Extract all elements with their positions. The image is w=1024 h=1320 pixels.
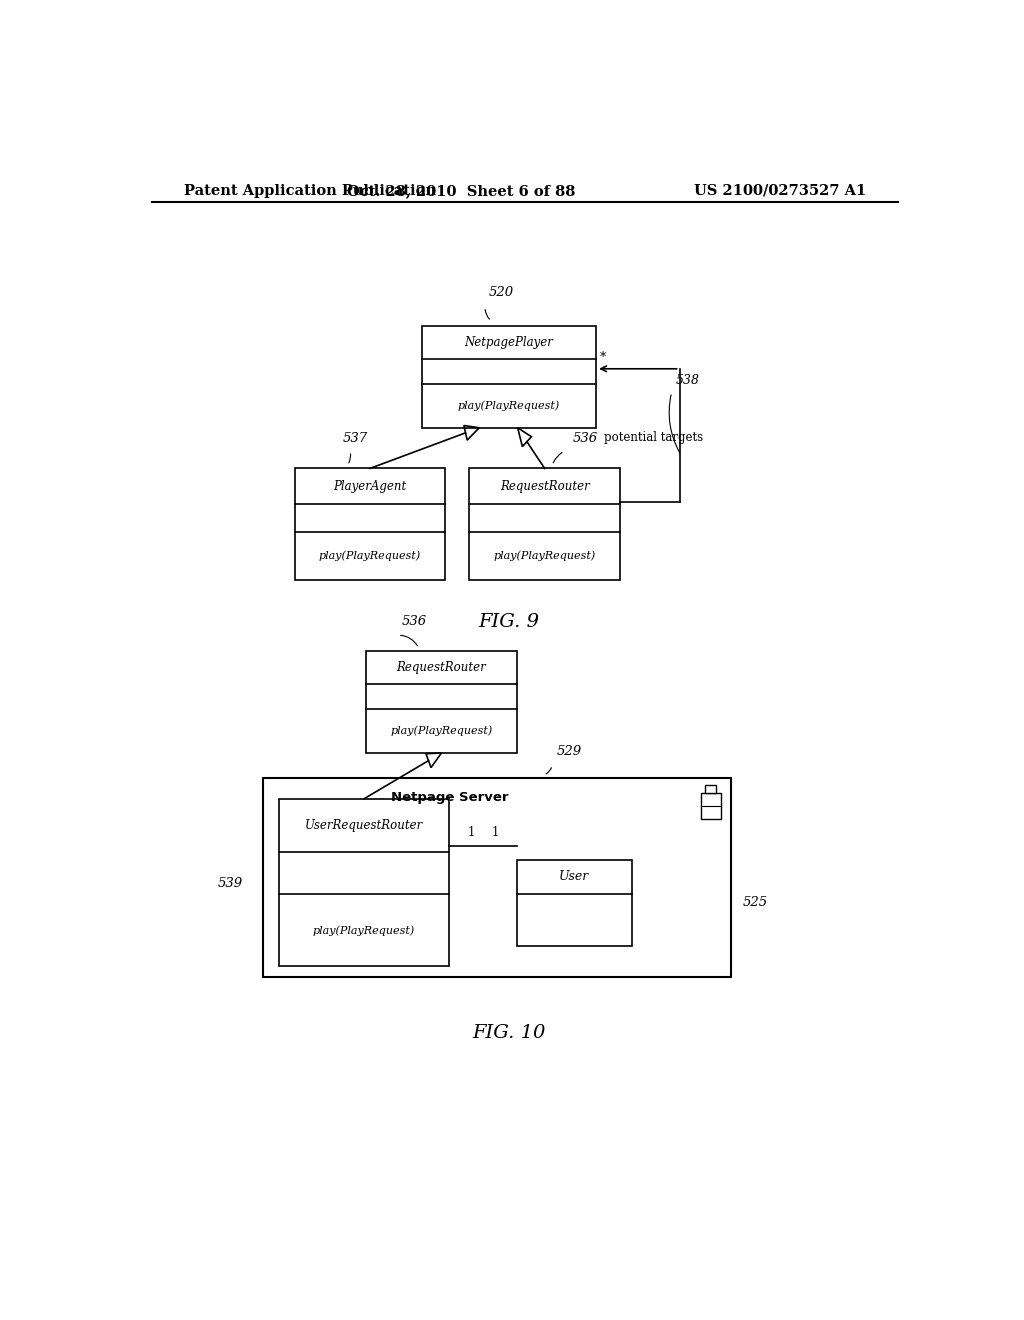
Text: 525: 525 [743,896,768,909]
Bar [517,859,632,946]
Text: 538: 538 [676,374,699,387]
Text: 536: 536 [572,432,598,445]
Text: play(PlayRequest): play(PlayRequest) [313,925,415,936]
Text: Netpage Server: Netpage Server [391,791,509,804]
Text: User: User [559,870,590,883]
Bar [705,784,716,792]
Bar [469,469,621,581]
Text: NetpagePlayer: NetpagePlayer [465,335,553,348]
Bar [279,799,450,966]
Text: RequestRouter: RequestRouter [396,661,486,675]
Bar [367,651,517,752]
Bar [422,326,596,428]
Text: 529: 529 [557,744,582,758]
Bar [263,779,731,977]
Text: UserRequestRouter: UserRequestRouter [305,820,423,832]
Text: RequestRouter: RequestRouter [500,479,590,492]
Text: Patent Application Publication: Patent Application Publication [183,183,435,198]
Text: play(PlayRequest): play(PlayRequest) [494,550,596,561]
Text: play(PlayRequest): play(PlayRequest) [458,400,560,411]
Text: 537: 537 [342,432,368,445]
Text: play(PlayRequest): play(PlayRequest) [318,550,421,561]
Bar [701,792,721,818]
Text: potential targets: potential targets [604,432,703,445]
Text: FIG. 9: FIG. 9 [478,612,540,631]
Text: 1: 1 [468,825,475,838]
Text: 539: 539 [218,876,243,890]
Text: play(PlayRequest): play(PlayRequest) [390,726,493,737]
Text: US 2100/0273527 A1: US 2100/0273527 A1 [694,183,866,198]
Text: 1: 1 [492,825,499,838]
Text: *: * [600,351,606,364]
Bar [295,469,445,581]
Text: PlayerAgent: PlayerAgent [334,479,407,492]
Text: 520: 520 [488,285,514,298]
Text: 536: 536 [401,615,427,628]
Text: FIG. 10: FIG. 10 [472,1024,546,1043]
Text: Oct. 28, 2010  Sheet 6 of 88: Oct. 28, 2010 Sheet 6 of 88 [347,183,575,198]
